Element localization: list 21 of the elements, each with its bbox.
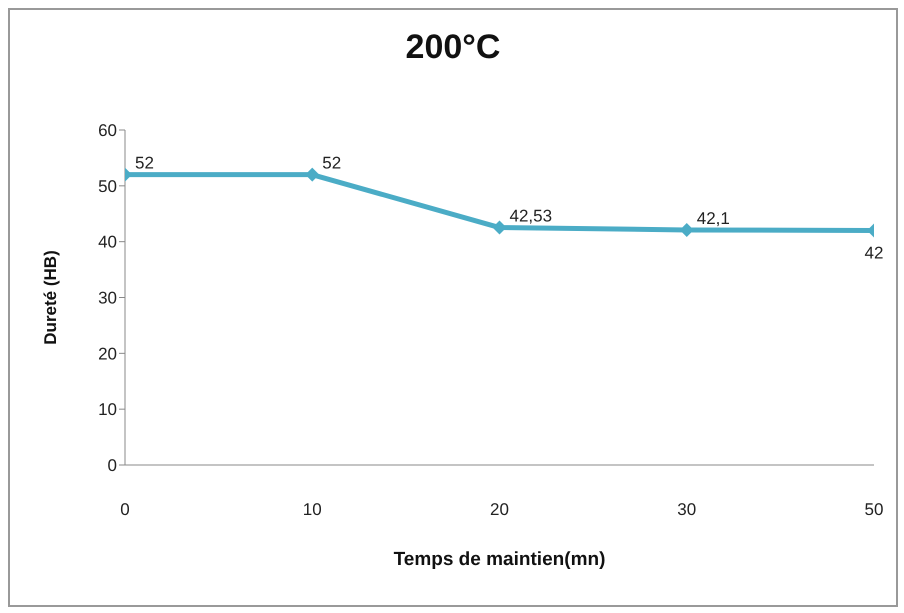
y-tick-label: 60 bbox=[98, 121, 117, 140]
x-tick-label: 20 bbox=[490, 500, 509, 520]
y-tick-label: 20 bbox=[98, 344, 117, 364]
y-tick-label: 10 bbox=[98, 400, 117, 420]
x-axis-title: Temps de maintien(mn) bbox=[394, 549, 606, 570]
y-tick-label: 50 bbox=[98, 176, 117, 196]
x-tick-label: 10 bbox=[302, 500, 322, 520]
chart-title: 200°C bbox=[404, 28, 502, 67]
y-tick-label: 40 bbox=[98, 232, 117, 252]
data-label: 42 bbox=[864, 244, 884, 262]
data-label: 52 bbox=[135, 154, 154, 173]
data-label: 52 bbox=[322, 154, 342, 173]
y-tick-label: 0 bbox=[108, 456, 117, 476]
point bbox=[492, 220, 506, 235]
y-axis-title: Dureté (HB) bbox=[41, 250, 60, 345]
x-tick-label: 30 bbox=[677, 500, 696, 520]
data-label: 42,53 bbox=[510, 206, 552, 226]
y-tick-label: 30 bbox=[98, 288, 117, 308]
data-label: 42,1 bbox=[696, 208, 730, 228]
x-tick-label: 50 bbox=[864, 500, 884, 520]
x-tick-label: 0 bbox=[120, 500, 130, 520]
